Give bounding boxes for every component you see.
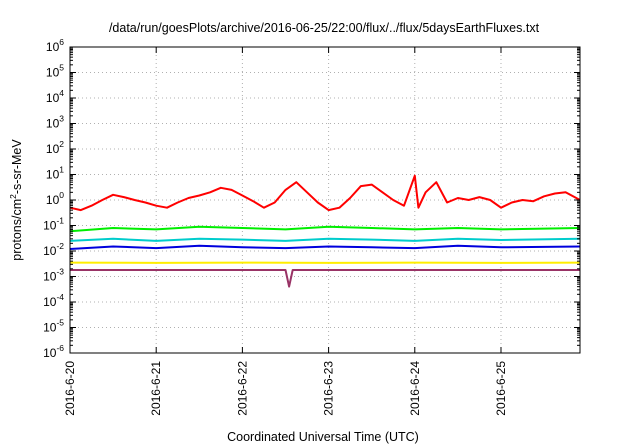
series-line [69,244,581,250]
y-axis-label-prefix: protons/cm [10,199,24,261]
x-axis-label: Coordinated Universal Time (UTC) [227,430,419,444]
y-axis-label: protons/cm2-s-sr-MeV [8,139,24,261]
y-tick-label: 10-5 [43,318,64,335]
y-tick-label: 100 [46,190,64,207]
y-tick-label: 10-1 [43,216,64,233]
x-tick-label: 2016-6-21 [149,361,163,416]
x-tick-label: 2016-6-20 [63,361,77,416]
y-tick-label: 10-2 [43,241,64,258]
series-line [70,269,580,288]
x-tick-label: 2016-6-25 [494,361,508,416]
y-tick-label: 106 [46,37,64,54]
x-axis: 2016-6-20 2016-6-21 2016-6-22 2016-6-23 2016… [63,47,508,416]
series-line [69,225,581,233]
y-tick-label: 10-4 [43,292,64,309]
y-tick-label: 101 [46,165,64,182]
y-axis: 106 105 104 103 102 101 100 10-1 10-2 10-3 10-4 10-… [43,37,580,360]
series-layer [69,174,581,288]
y-axis-label-suffix: -s-sr-MeV [10,139,24,195]
y-tick-label: 105 [46,63,64,80]
y-tick-label: 102 [46,139,64,156]
x-tick-label: 2016-6-22 [235,361,249,416]
series-line [69,174,581,212]
x-tick-label: 2016-6-24 [408,361,422,416]
x-tick-label: 2016-6-23 [322,361,336,416]
chart-title: /data/run/goesPlots/archive/2016-06-25/2… [109,21,540,35]
y-tick-label: 103 [46,114,64,131]
y-tick-label: 10-3 [43,267,64,284]
grid-layer [70,47,580,353]
series-line [69,237,581,242]
y-tick-label: 104 [46,88,64,105]
y-axis-label-sup: 2 [8,194,18,199]
y-tick-label: 10-6 [43,343,64,360]
